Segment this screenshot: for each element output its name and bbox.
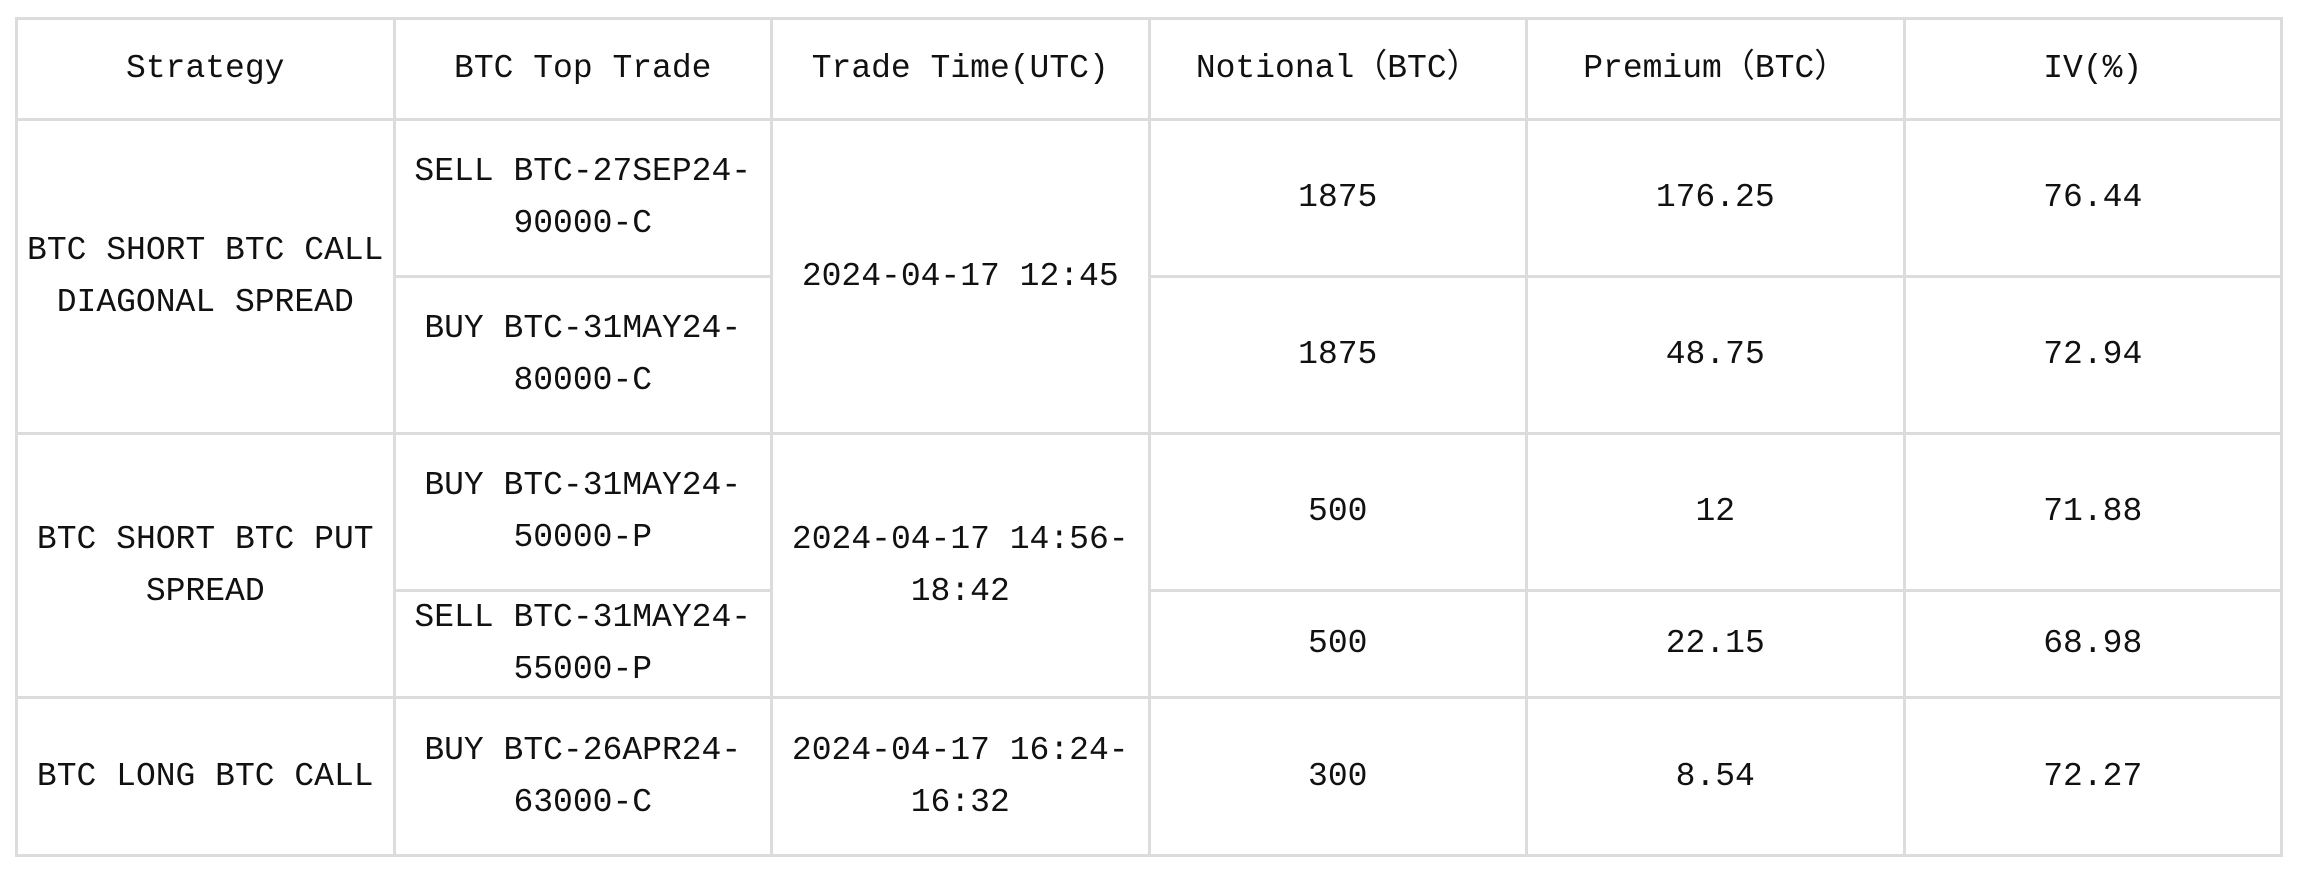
- notional-cell: 1875: [1147, 118, 1528, 278]
- table-row: BUY BTC-31MAY24-80000-C 1875 48.75 72.94: [17, 275, 2283, 435]
- table-row: BTC SHORT BTC CALL DIAGONAL SPREAD SELL …: [15, 118, 2283, 435]
- strategy-cell: BTC SHORT BTC CALL DIAGONAL SPREAD: [15, 118, 396, 435]
- table-row: SELL BTC-31MAY24-55000-P 500 22.15 68.98: [17, 589, 2283, 699]
- strategy-cell: BTC LONG BTC CALL: [15, 696, 396, 857]
- notional-cell: 1875: [1147, 275, 1528, 435]
- header-top-trade: BTC Top Trade: [392, 17, 773, 121]
- header-strategy: Strategy: [15, 17, 396, 121]
- trade-cell: SELL BTC-27SEP24-90000-C: [392, 118, 773, 278]
- trade-cell: BUY BTC-31MAY24-50000-P: [392, 432, 773, 592]
- premium-cell: 176.25: [1525, 118, 1906, 278]
- strategy-cell: BTC SHORT BTC PUT SPREAD: [15, 432, 396, 699]
- header-row: Strategy BTC Top Trade Trade Time(UTC) N…: [15, 17, 2283, 121]
- time-cell: 2024-04-17 14:56-18:42: [770, 432, 1151, 699]
- time-cell: 2024-04-17 16:24-16:32: [770, 696, 1151, 857]
- iv-cell: 72.94: [1902, 275, 2283, 435]
- notional-cell: 500: [1147, 432, 1528, 592]
- iv-cell: 71.88: [1902, 432, 2283, 592]
- time-cell: 2024-04-17 12:45: [770, 118, 1151, 435]
- notional-cell: 500: [1147, 589, 1528, 699]
- premium-cell: 8.54: [1525, 696, 1906, 857]
- header-notional: Notional（BTC）: [1147, 17, 1528, 121]
- notional-cell: 300: [1147, 696, 1528, 857]
- premium-cell: 22.15: [1525, 589, 1906, 699]
- iv-cell: 72.27: [1902, 696, 2283, 857]
- trade-cell: BUY BTC-26APR24-63000-C: [392, 696, 773, 857]
- iv-cell: 76.44: [1902, 118, 2283, 278]
- trades-table: Strategy BTC Top Trade Trade Time(UTC) N…: [15, 17, 2283, 857]
- header-trade-time: Trade Time(UTC): [770, 17, 1151, 121]
- trade-cell: BUY BTC-31MAY24-80000-C: [392, 275, 773, 435]
- header-iv: IV(%): [1902, 17, 2283, 121]
- premium-cell: 48.75: [1525, 275, 1906, 435]
- table-row: BTC SHORT BTC PUT SPREAD BUY BTC-31MAY24…: [15, 432, 2283, 699]
- iv-cell: 68.98: [1902, 589, 2283, 699]
- trade-cell: SELL BTC-31MAY24-55000-P: [392, 589, 773, 699]
- header-premium: Premium（BTC）: [1525, 17, 1906, 121]
- premium-cell: 12: [1525, 432, 1906, 592]
- table-row: BTC LONG BTC CALL BUY BTC-26APR24-63000-…: [15, 696, 2283, 857]
